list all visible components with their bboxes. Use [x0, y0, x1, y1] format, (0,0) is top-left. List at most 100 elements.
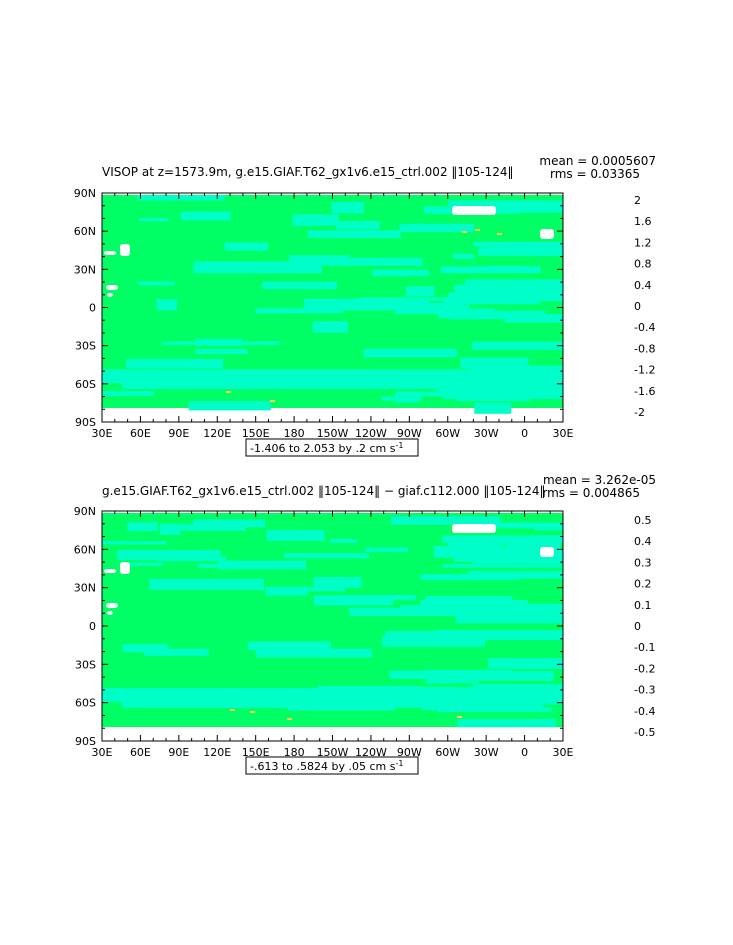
x-tick-label: 30E: [553, 746, 574, 759]
x-tick-label: 150E: [242, 746, 270, 759]
x-tick-label: 120E: [203, 427, 231, 440]
x-tick-label: 90W: [397, 746, 422, 759]
negative-region: [448, 292, 563, 302]
negative-region: [394, 305, 470, 315]
y-tick-label: 30N: [74, 582, 96, 595]
negative-region: [336, 221, 380, 230]
colorbar-label: -0.2: [634, 662, 655, 675]
negative-region: [433, 575, 563, 579]
negative-region: [443, 299, 540, 305]
colorbar-label: -0.8: [634, 342, 655, 355]
colorbar-label: 0.8: [634, 258, 652, 271]
southern-band: [122, 383, 543, 390]
negative-region: [224, 242, 268, 251]
negative-region: [137, 281, 175, 286]
negative-region: [450, 310, 546, 320]
negative-region: [255, 648, 372, 658]
negative-region: [255, 308, 343, 314]
negative-region: [501, 245, 563, 257]
negative-region: [443, 564, 563, 568]
speckle: [230, 709, 235, 711]
negative-region: [193, 519, 266, 528]
range-text: -.613 to .5824 by .05 cm s: [250, 760, 396, 773]
colorbar-label: -1.6: [634, 385, 655, 398]
x-tick-label: 120W: [355, 746, 387, 759]
colorbar-label: -0.5: [634, 726, 655, 739]
negative-region: [473, 241, 563, 247]
x-tick-label: 180: [284, 746, 305, 759]
negative-region: [372, 269, 429, 277]
land-mask: [107, 293, 113, 297]
negative-region: [399, 223, 475, 232]
range-label: -1.406 to 2.053 by .2 cm s-1: [250, 441, 403, 455]
range-box-frame: [245, 438, 419, 457]
speckle: [457, 716, 462, 718]
x-tick-label: 60E: [130, 427, 151, 440]
x-tick-label: 30W: [474, 746, 499, 759]
negative-region: [506, 537, 561, 550]
negative-region: [441, 535, 563, 543]
range-box-frame: [245, 756, 419, 775]
negative-region: [363, 348, 457, 358]
speckle: [250, 711, 255, 713]
colorbar-label: 0: [634, 620, 641, 633]
land-mask: [540, 229, 554, 239]
negative-region: [329, 539, 358, 543]
x-tick-label: 120W: [355, 427, 387, 440]
colorbar-label: 0.4: [634, 535, 652, 548]
y-tick-label: 60N: [74, 543, 96, 556]
negative-region: [380, 396, 422, 401]
negative-region: [149, 578, 264, 590]
negative-region: [447, 603, 563, 614]
plot-title: g.e15.GIAF.T62_gx1v6.e15_ctrl.002 ‖105-1…: [102, 484, 545, 498]
negative-region: [440, 266, 541, 274]
land-mask: [107, 611, 113, 615]
southern-band: [122, 701, 543, 708]
negative-region: [389, 670, 508, 679]
speckle: [497, 233, 502, 235]
negative-region: [458, 522, 563, 529]
negative-region: [437, 707, 552, 712]
colorbar: 0.5 0.4 0.3 0.2 0.1 0 -0.1 -0.2 -0.3 -0.4 -0.5: [634, 514, 655, 739]
rms-label: rms = 0.03365: [550, 167, 640, 181]
negative-region: [426, 678, 479, 684]
speckle: [270, 400, 275, 402]
colorbar-label: -0.4: [634, 705, 655, 718]
x-tick-label: 30E: [92, 746, 113, 759]
negative-region: [137, 195, 225, 201]
negative-region: [289, 255, 350, 263]
colorbar-label: 0.1: [634, 599, 652, 612]
negative-region: [262, 281, 338, 290]
x-tick-label: 0: [521, 427, 528, 440]
colorbar-label: 2: [634, 194, 641, 207]
x-tick-label: 90E: [168, 746, 189, 759]
colorbar-label: 1.2: [634, 236, 652, 249]
negative-region: [504, 314, 563, 323]
speckle: [287, 718, 292, 720]
negative-region: [292, 214, 339, 226]
speckle: [475, 229, 480, 231]
negative-region: [406, 286, 435, 297]
negative-region: [122, 644, 168, 653]
x-tick-label: 150E: [242, 427, 270, 440]
negative-region: [180, 211, 231, 221]
negative-region: [281, 587, 346, 592]
negative-region: [331, 202, 364, 214]
land-mask: [452, 206, 496, 215]
negative-region: [474, 402, 512, 414]
contour-range-box: -.613 to .5824 by .05 cm s-1: [245, 756, 419, 775]
negative-region: [117, 550, 221, 560]
negative-region: [468, 285, 563, 295]
negative-region: [193, 261, 322, 274]
negative-region: [450, 547, 563, 557]
negative-region: [313, 595, 394, 606]
negative-region: [139, 218, 169, 222]
y-tick-label: 0: [89, 302, 96, 315]
negative-region: [266, 530, 325, 541]
negative-region: [459, 200, 563, 209]
negative-region: [102, 541, 167, 545]
colorbar-label: 0.4: [634, 279, 652, 292]
y-tick-label: 90N: [74, 187, 96, 200]
